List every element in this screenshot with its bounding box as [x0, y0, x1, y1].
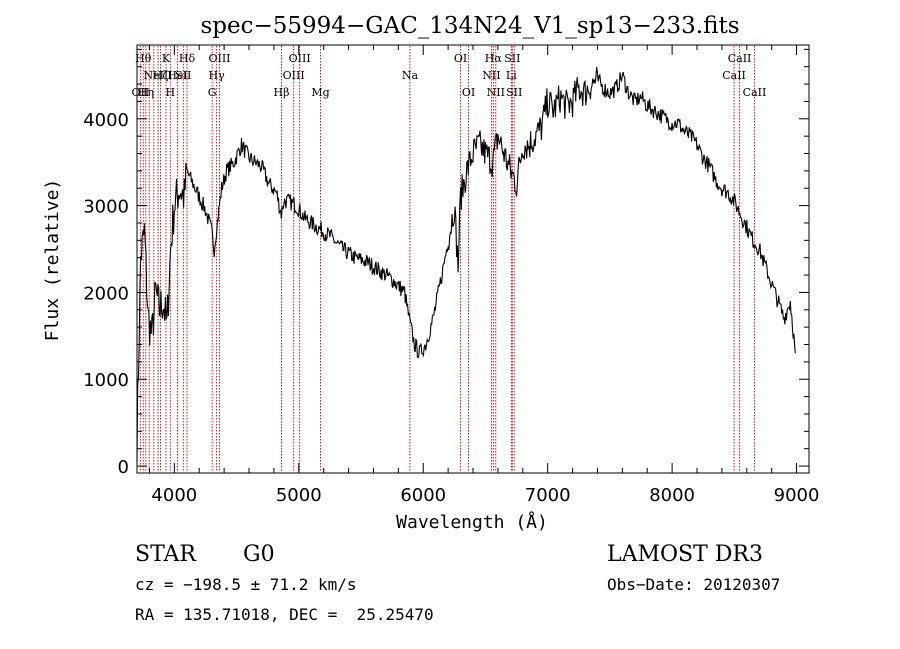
spectral-line-label-22: NII	[482, 69, 500, 82]
spectral-line-label-13: Hγ	[209, 69, 226, 82]
y-tick-label: 0	[118, 457, 129, 478]
spectral-line-label-25: Li	[506, 69, 517, 82]
x-tick-label: 8000	[649, 485, 695, 506]
spectral-line-label-11: Hδ	[179, 52, 196, 65]
x-axis-label: Wavelength (Å)	[396, 511, 548, 533]
spectral-line-label-12: G	[208, 86, 217, 99]
x-tick-label: 7000	[525, 485, 571, 506]
spectral-line-label-16: OIII	[283, 69, 305, 82]
spectral-line-label-28: CaII	[722, 69, 746, 82]
y-tick-label: 4000	[83, 110, 129, 131]
chart-title: spec−55994−GAC_134N24_V1_sp13−233.fits	[200, 13, 739, 39]
spectral-line-label-19: Na	[402, 69, 419, 82]
spectral-line-label-29: CaII	[728, 52, 752, 65]
spectral-line-markers	[139, 46, 755, 472]
spectral-line-label-20: OI	[454, 52, 467, 65]
y-axis-label: Flux (relative)	[42, 179, 63, 342]
x-tick-label: 5000	[276, 485, 322, 506]
spectral-line-label-1: Hθ	[135, 52, 152, 65]
plot-frame	[136, 44, 810, 474]
x-tick-label: 4000	[151, 485, 197, 506]
spectral-line-labels: OIIHθHηNeIIIHζKHHeISIIHδGHγOIIIHβOIIIOII…	[132, 52, 767, 99]
spectral-line-label-24: NII	[487, 86, 505, 99]
object-class: STAR	[135, 542, 197, 567]
spectral-line-label-7: K	[162, 52, 171, 65]
observation-date: Obs−Date: 20120307	[607, 575, 780, 594]
x-tick-label: 6000	[400, 485, 446, 506]
spectral-line-label-8: H	[166, 86, 176, 99]
spectrum-line	[136, 67, 796, 463]
spectral-line-label-18: Mg	[311, 86, 329, 99]
spectral-line-label-21: OI	[462, 86, 475, 99]
spectral-line-label-27: SII	[506, 86, 522, 99]
y-tick-label: 1000	[83, 370, 129, 391]
spectral-line-label-0: OII	[132, 86, 150, 99]
coordinates: RA = 135.71018, DEC = 25.25470	[135, 605, 434, 624]
x-tick-label: 9000	[774, 485, 820, 506]
spectral-line-label-9: HeI	[167, 69, 187, 82]
spectral-line-label-14: OIII	[208, 52, 230, 65]
x-axis-ticks: 4000 5000 6000 7000 8000 9000	[148, 45, 820, 506]
spectral-line-label-2: Hη	[138, 86, 154, 99]
spectral-line-label-30: CaII	[743, 86, 767, 99]
spectral-line-label-10: SII	[175, 69, 191, 82]
spectral-line-label-5: NeIII	[143, 69, 172, 82]
spectral-line-label-26: SII	[504, 52, 520, 65]
spectral-line-label-6: Hζ	[153, 69, 169, 82]
spectral-line-label-15: Hβ	[274, 86, 290, 99]
survey-name: LAMOST DR3	[607, 542, 763, 567]
spectral-line-label-17: OIII	[289, 52, 311, 65]
redshift-cz: cz = −198.5 ± 71.2 km/s	[135, 575, 357, 594]
y-axis-ticks: 0 1000 2000 3000 4000	[83, 48, 809, 478]
y-tick-label: 3000	[83, 197, 129, 218]
object-subclass: G0	[243, 542, 275, 567]
y-tick-label: 2000	[83, 283, 129, 304]
spectral-line-label-23: Hα	[485, 52, 503, 65]
